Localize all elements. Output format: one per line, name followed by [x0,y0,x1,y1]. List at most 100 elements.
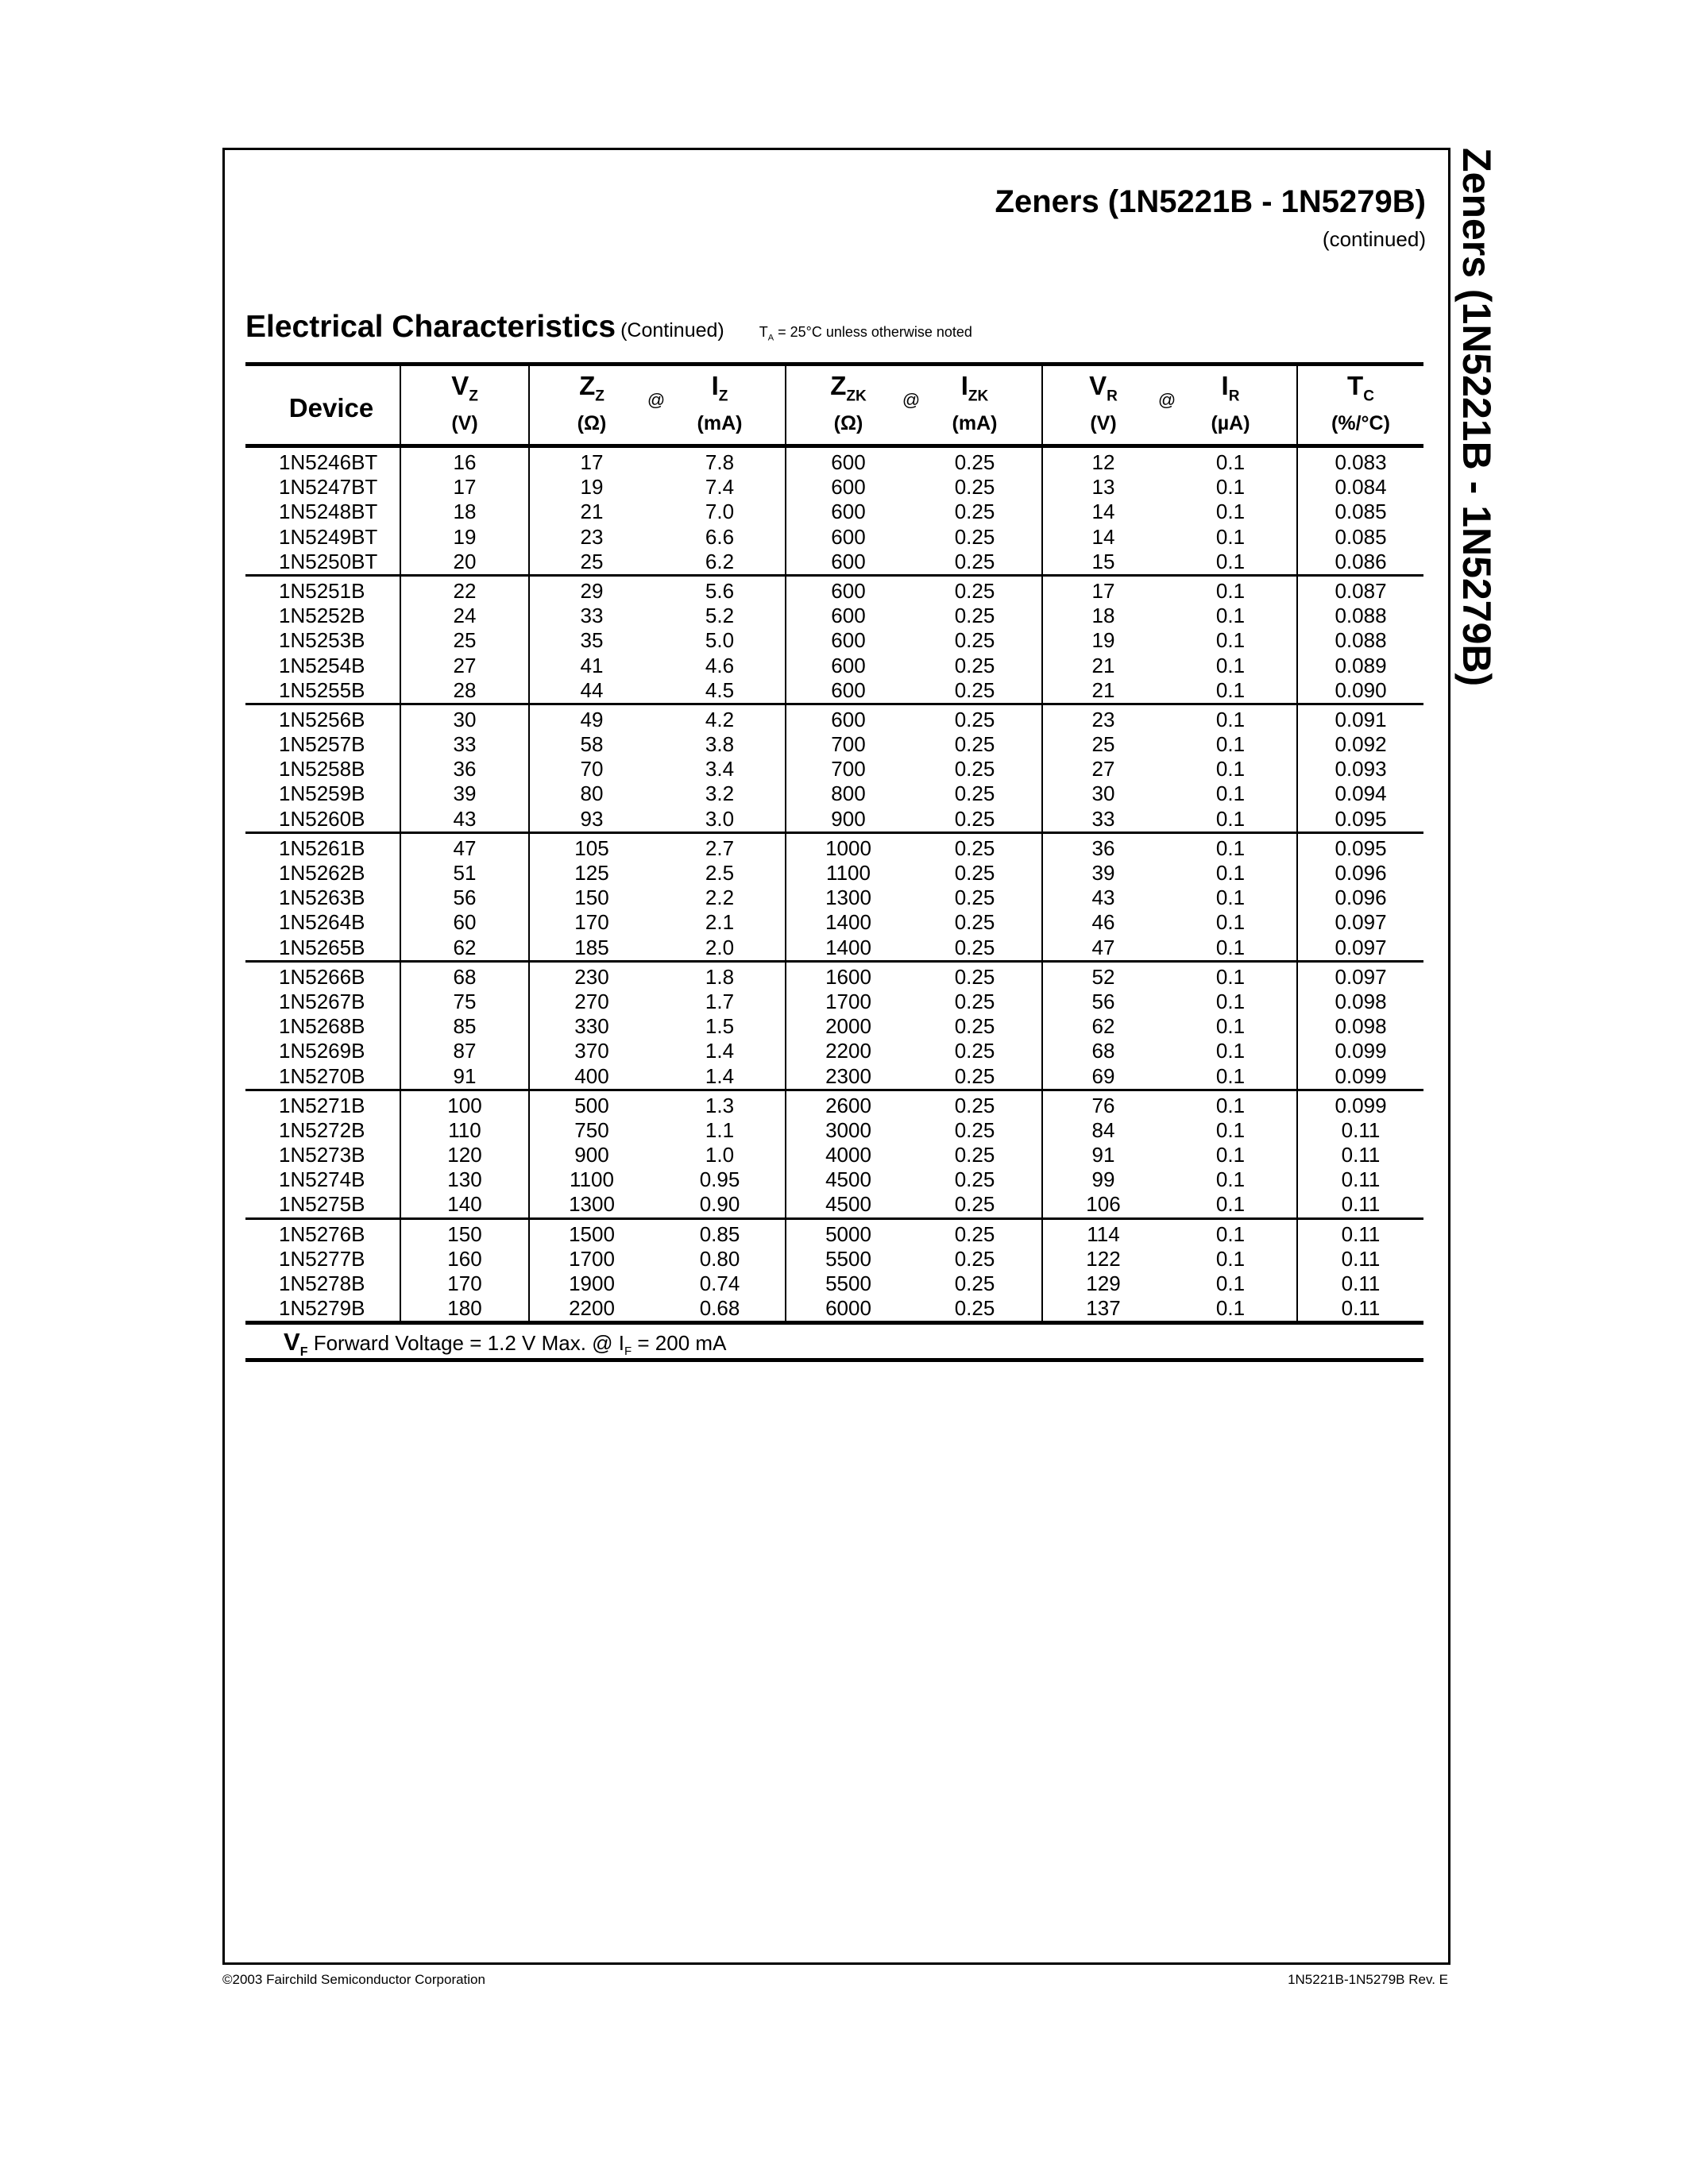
value-cell: 270 [574,989,609,1013]
value-cell: 0.1 [1215,861,1246,885]
header-iz: IZ (mA) [697,371,743,435]
value-cell: 15 [1091,549,1115,573]
device-cell: 1N5259B [279,781,365,806]
table-row: 1N5265B 62 185 2.0 1400 0.25 47 0.1 0.097 [245,936,1423,960]
header-vz: VZ (V) [451,371,478,435]
device-cell: 1N5253B [279,628,365,653]
value-cell: 7.4 [705,475,735,500]
device-cell: 1N5256B [279,707,365,731]
value-cell: 60 [453,910,477,935]
value-cell: 0.25 [954,732,995,757]
value-cell: 58 [580,732,604,757]
value-cell: 6000 [825,1296,871,1321]
value-cell: 0.1 [1215,1167,1246,1192]
header-unit: (V) [451,411,478,434]
value-cell: 0.1 [1215,806,1246,831]
value-cell: 180 [447,1296,482,1321]
value-cell: 0.094 [1335,781,1387,806]
value-cell: 0.1 [1215,757,1246,781]
device-cell: 1N5247BT [279,475,378,500]
value-cell: 0.1 [1215,1039,1246,1063]
header-izk: IZK (mA) [952,371,998,435]
row-group: 1N5266B 68 230 1.8 1600 0.25 52 0.1 0.097 1N5267B… [245,962,1423,1089]
value-cell: 3000 [825,1117,871,1142]
value-cell: 0.1 [1215,1221,1246,1246]
header-symbol: VZ [451,371,478,405]
value-cell: 0.68 [699,1296,740,1321]
value-cell: 110 [448,1117,481,1142]
header-symbol: IZK [960,371,989,405]
value-cell: 600 [831,653,866,677]
value-cell: 0.1 [1215,1143,1246,1167]
table-row: 1N5255B 28 44 4.5 600 0.25 21 0.1 0.090 [245,678,1423,703]
header-subscript: ZK [968,388,989,405]
value-cell: 0.1 [1215,1246,1246,1271]
table-row: 1N5269B 87 370 1.4 2200 0.25 68 0.1 0.099 [245,1039,1423,1063]
value-cell: 3.0 [705,806,735,831]
value-cell: 0.11 [1341,1117,1381,1142]
value-cell: 2.2 [705,886,735,910]
value-cell: 600 [831,450,866,474]
value-cell: 0.091 [1335,707,1387,731]
group-rule [245,1321,1423,1325]
value-cell: 5.0 [705,628,735,653]
row-group: 1N5261B 47 105 2.7 1000 0.25 36 0.1 0.095 1N5262B… [245,833,1423,960]
table-row: 1N5256B 30 49 4.2 600 0.25 23 0.1 0.091 [245,708,1423,732]
value-cell: 0.11 [1341,1221,1381,1246]
vf-text: Forward Voltage = 1.2 V Max. @ I [307,1331,624,1356]
device-cell: 1N5254B [279,653,365,677]
device-cell: 1N5270B [279,1063,365,1088]
device-cell: 1N5264B [279,910,365,935]
value-cell: 0.25 [954,781,995,806]
value-cell: 56 [453,886,477,910]
value-cell: 0.1 [1215,500,1246,524]
device-cell: 1N5265B [279,935,365,959]
value-cell: 2200 [825,1039,871,1063]
value-cell: 19 [580,475,604,500]
page-subtitle: (continued) [1322,227,1426,251]
device-cell: 1N5273B [279,1143,365,1167]
column-divider [400,1090,401,1217]
row-group: 1N5251B 22 29 5.6 600 0.25 17 0.1 0.087 1N5252B 24… [245,576,1423,703]
value-cell: 25 [580,549,604,573]
value-cell: 30 [1091,781,1115,806]
value-cell: 21 [1091,653,1115,677]
device-cell: 1N5246BT [279,450,378,474]
value-cell: 39 [453,781,477,806]
value-cell: 0.1 [1215,1093,1246,1117]
column-divider [785,448,786,574]
value-cell: 0.1 [1215,964,1246,989]
device-cell: 1N5258B [279,757,365,781]
device-cell: 1N5272B [279,1117,365,1142]
value-cell: 17 [1091,578,1115,603]
value-cell: 0.74 [699,1271,740,1295]
column-divider [400,448,401,574]
value-cell: 122 [1086,1246,1121,1271]
value-cell: 0.11 [1341,1192,1381,1217]
value-cell: 51 [453,861,477,885]
value-cell: 0.099 [1335,1063,1387,1088]
value-cell: 46 [1091,910,1115,935]
value-cell: 47 [1091,935,1115,959]
header-unit: (V) [1090,411,1117,434]
table-row: 1N5251B 22 29 5.6 600 0.25 17 0.1 0.087 [245,579,1423,604]
value-cell: 1100 [826,861,871,885]
header-zzk: ZZK (Ω) [830,371,867,435]
value-cell: 1.1 [705,1117,735,1142]
column-divider [528,962,530,1089]
value-cell: 700 [831,732,866,757]
device-cell: 1N5269B [279,1039,365,1063]
value-cell: 0.092 [1335,732,1387,757]
value-cell: 0.95 [699,1167,740,1192]
column-divider [1296,833,1298,960]
column-divider [528,833,530,960]
column-divider [1296,962,1298,1089]
value-cell: 17 [580,450,604,474]
header-tc: TC (%/°C) [1331,371,1390,435]
value-cell: 0.25 [954,1014,995,1039]
value-cell: 4500 [825,1167,871,1192]
device-cell: 1N5271B [279,1093,365,1117]
column-divider [528,448,530,574]
value-cell: 0.095 [1335,806,1387,831]
header-symbol: IZ [711,371,728,405]
